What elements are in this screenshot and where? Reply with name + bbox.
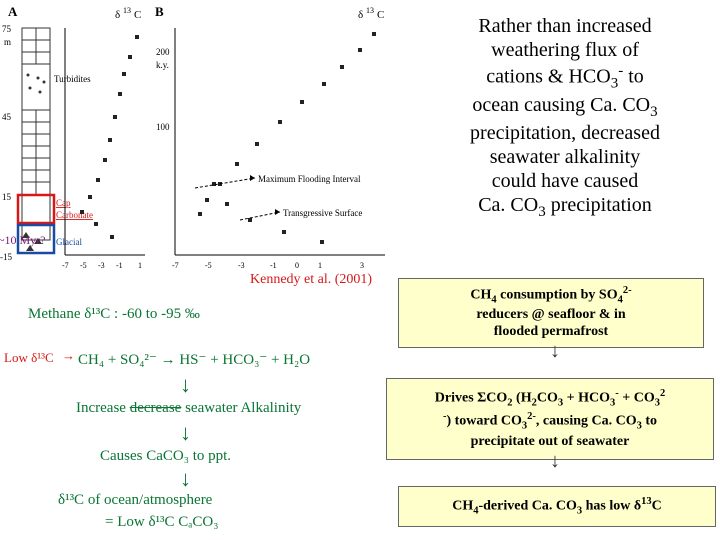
yellow-box-1: CH4 consumption by SO42- reducers @ seaf… (398, 278, 704, 348)
hand-note-myr: ~10 Myr? (0, 233, 45, 248)
hand-causes: Causes CaCO₃ to ppt. (100, 448, 231, 465)
svg-text:1: 1 (318, 261, 322, 270)
hand-increase: Increase decrease seawater Alkalinity (76, 400, 301, 417)
yellow-box-3: CH4-derived Ca. CO3 has low δ13C (398, 486, 716, 527)
svg-text:Turbidites: Turbidites (54, 74, 91, 84)
svg-text:200: 200 (156, 47, 170, 57)
svg-text:100: 100 (156, 122, 170, 132)
main-explanation: Rather than increased weathering flux of… (420, 8, 710, 227)
arrow-icon: ↓ (180, 466, 191, 492)
svg-text:Cap: Cap (56, 198, 71, 208)
main-line8a: Ca. CO (478, 194, 538, 216)
arrow-icon: ↓ (180, 420, 191, 446)
hand-final2: = Low δ¹³C CₐCO₃ (105, 514, 218, 531)
svg-text:-1: -1 (116, 261, 123, 270)
svg-text:C: C (377, 9, 384, 21)
svg-text:Carbonate: Carbonate (56, 210, 93, 220)
svg-text:C: C (134, 9, 141, 21)
svg-text:45: 45 (2, 112, 12, 122)
svg-text:-3: -3 (98, 261, 105, 270)
hand-methane: Methane δ¹³C : -60 to -95 ‰ (28, 306, 200, 323)
hand-reaction: CH₄ + SO₄²⁻ → HS⁻ + HCO₃⁻ + H₂O (78, 350, 310, 369)
svg-text:δ: δ (358, 9, 363, 21)
svg-text:-3: -3 (238, 261, 245, 270)
stratigraphic-chart: A B δ13C δ13C 75 m 45 15 -15 Turbidites … (0, 0, 395, 295)
svg-text:13: 13 (366, 6, 374, 15)
svg-text:δ: δ (115, 9, 120, 21)
main-line6: seawater alkalinity (490, 146, 641, 168)
main-line7: could have caused (492, 170, 639, 192)
svg-text:-7: -7 (172, 261, 179, 270)
svg-text:-7: -7 (62, 261, 69, 270)
main-line2: weathering flux of (491, 39, 639, 61)
svg-text:1: 1 (138, 261, 142, 270)
svg-text:Maximum Flooding Interval: Maximum Flooding Interval (258, 174, 361, 184)
main-line5: precipitation, decreased (470, 122, 660, 144)
panel-b-label: B (155, 4, 164, 19)
main-line3a: cations & HCO (486, 66, 610, 88)
yellow-box-2: Drives ΣCO2 (H2CO3 + HCO3- + CO32 -) tow… (386, 378, 714, 460)
arrow-icon: ↓ (550, 340, 560, 363)
svg-text:k.y.: k.y. (156, 60, 169, 70)
svg-text:-5: -5 (205, 261, 212, 270)
hand-note-citation: Kennedy et al. (2001) (250, 272, 372, 288)
svg-text:-1: -1 (270, 261, 277, 270)
arrow-icon: ↓ (550, 450, 560, 473)
svg-text:-5: -5 (80, 261, 87, 270)
main-line4: ocean causing Ca. CO (472, 94, 650, 116)
hand-final1: δ¹³C of ocean/atmosphere (58, 492, 212, 509)
svg-text:m: m (4, 37, 11, 47)
svg-text:13: 13 (123, 6, 131, 15)
svg-text:Transgressive Surface: Transgressive Surface (283, 208, 362, 218)
svg-text:75: 75 (2, 24, 12, 34)
hand-lowd13c: Low δ¹³C (4, 350, 54, 366)
svg-text:15: 15 (2, 192, 12, 202)
svg-text:Glacial: Glacial (56, 237, 82, 247)
arrow-icon: ↓ (180, 372, 191, 398)
svg-text:3: 3 (360, 261, 364, 270)
panel-a-label: A (8, 4, 18, 19)
svg-text:-15: -15 (0, 252, 12, 262)
svg-text:0: 0 (295, 261, 299, 270)
main-line1: Rather than increased (478, 15, 651, 37)
